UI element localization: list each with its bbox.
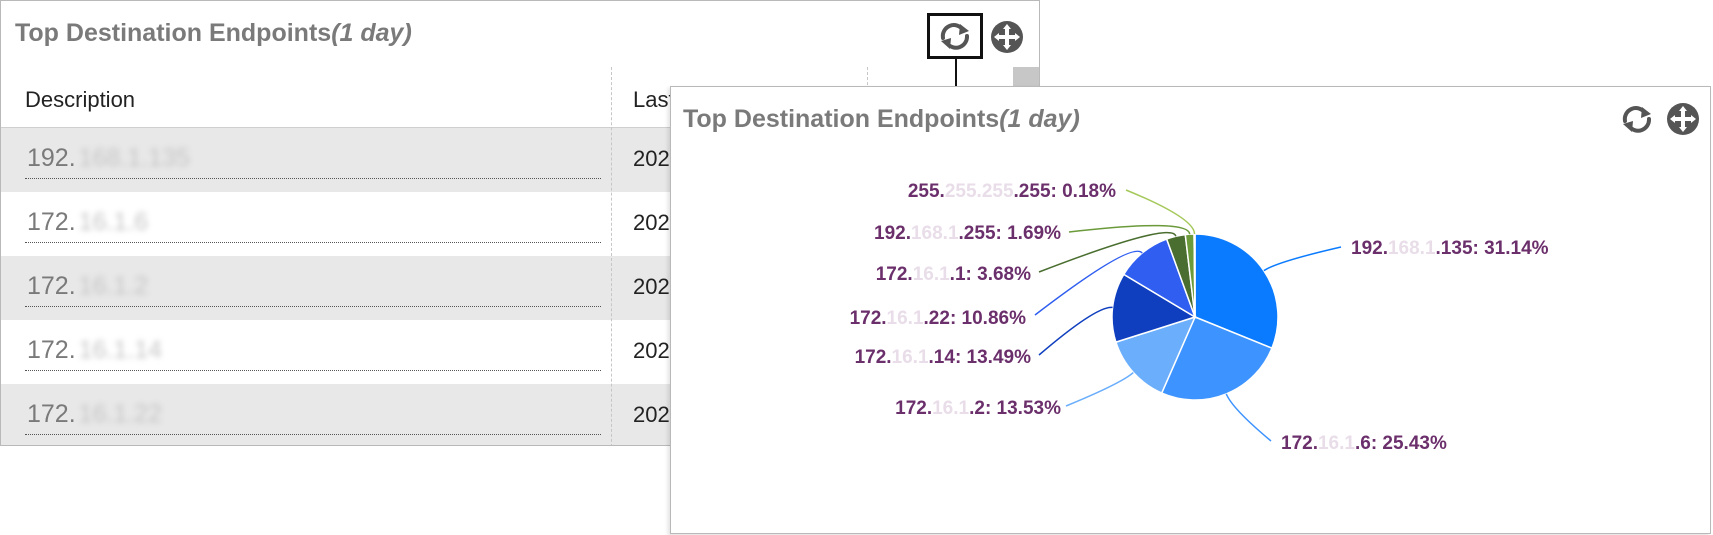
slice-label-prefix: 192. xyxy=(1351,238,1388,259)
ip-redacted: 16.1.14 xyxy=(78,336,163,364)
slice-label: 255.255.255.255: 0.18% xyxy=(908,181,1116,202)
slice-label-value: .22: 10.86% xyxy=(924,308,1027,329)
column-header-description[interactable]: Description xyxy=(25,87,136,112)
slice-label: 172.16.1.6: 25.43% xyxy=(1281,433,1447,454)
slice-label: 192.168.1.135: 31.14% xyxy=(1351,238,1549,259)
widget-title: Top Destination Endpoints(1 day) xyxy=(15,19,412,48)
ip-cell: 172. 16.1.6 xyxy=(27,208,148,237)
leader-line xyxy=(1034,250,1143,316)
ip-cell: 192. 168.1.135 xyxy=(27,144,190,173)
move-icon xyxy=(1667,103,1699,135)
widget-title-text: Top Destination Endpoints xyxy=(15,19,332,47)
ip-cell: 172. 16.1.22 xyxy=(27,400,162,429)
callout-connector xyxy=(955,58,957,88)
slice-label-value: .6: 25.43% xyxy=(1355,433,1447,454)
link-underline xyxy=(25,434,601,435)
link-underline xyxy=(25,242,601,243)
slice-label-prefix: 172. xyxy=(850,308,887,329)
toggle-view-button[interactable] xyxy=(1615,101,1659,137)
slice-label-value: .2: 13.53% xyxy=(969,398,1061,419)
link-underline xyxy=(25,178,601,179)
slice-label-prefix: 172. xyxy=(855,347,892,368)
leader-line xyxy=(1125,189,1196,235)
pie-slice[interactable] xyxy=(1193,233,1196,318)
table-row[interactable]: 172. 16.1.14 202 xyxy=(1,320,1039,384)
date-cell: 202 xyxy=(633,210,670,235)
leader-line xyxy=(1263,246,1342,272)
link-underline xyxy=(25,306,601,307)
slice-label-prefix: 172. xyxy=(876,264,913,285)
table-header: Description Last xyxy=(1,67,1039,128)
ip-cell: 172. 16.1.2 xyxy=(27,272,148,301)
slice-label: 172.16.1.1: 3.68% xyxy=(876,264,1031,285)
slice-label-redacted: 16.1 xyxy=(913,264,950,285)
leader-line xyxy=(1068,224,1191,235)
slice-label-redacted: 16.1 xyxy=(887,308,924,329)
date-cell: 202 xyxy=(633,402,670,427)
move-button[interactable] xyxy=(989,19,1025,55)
widget-period: (1 day) xyxy=(999,105,1080,133)
slice-label: 172.16.1.2: 13.53% xyxy=(895,398,1061,419)
slice-label-prefix: 192. xyxy=(874,223,911,244)
ip-cell: 172. 16.1.14 xyxy=(27,336,162,365)
ip-prefix: 192. xyxy=(27,144,76,172)
column-header-last[interactable]: Last xyxy=(633,87,675,112)
link-underline xyxy=(25,370,601,371)
ip-prefix: 172. xyxy=(27,272,76,300)
slice-label-redacted: 16.1 xyxy=(892,347,929,368)
leader-line xyxy=(1038,306,1113,356)
ip-redacted: 168.1.135 xyxy=(78,144,190,172)
slice-label-value: .255: 1.69% xyxy=(959,223,1062,244)
chart-table-toggle-icon xyxy=(1622,106,1651,133)
date-cell: 202 xyxy=(633,338,670,363)
slice-label-redacted: 16.1 xyxy=(932,398,969,419)
chart-table-toggle-icon xyxy=(940,23,969,50)
ip-prefix: 172. xyxy=(27,336,76,364)
leader-line xyxy=(1065,371,1134,407)
ip-redacted: 16.1.2 xyxy=(78,272,149,300)
slice-label-prefix: 255. xyxy=(908,181,945,202)
slice-label-redacted: 168.1 xyxy=(1388,238,1436,259)
ip-redacted: 16.1.6 xyxy=(78,208,149,236)
toggle-view-button[interactable] xyxy=(927,13,983,59)
slice-label: 192.168.1.255: 1.69% xyxy=(874,223,1061,244)
column-divider xyxy=(611,67,612,445)
slice-label-redacted: 255.255 xyxy=(945,181,1014,202)
leader-line xyxy=(1225,393,1272,442)
slice-label: 172.16.1.14: 13.49% xyxy=(855,347,1032,368)
slice-label-prefix: 172. xyxy=(1281,433,1318,454)
date-cell: 202 xyxy=(633,146,670,171)
slice-label: 172.16.1.22: 10.86% xyxy=(850,308,1027,329)
widget-title: Top Destination Endpoints(1 day) xyxy=(683,105,1080,134)
slice-label-redacted: 168.1 xyxy=(911,223,959,244)
slice-label-value: .1: 3.68% xyxy=(950,264,1031,285)
slice-label-value: .14: 13.49% xyxy=(929,347,1032,368)
move-icon xyxy=(991,21,1023,53)
table-row[interactable]: 172. 16.1.6 202 xyxy=(1,192,1039,256)
pie-chart-widget: Top Destination Endpoints(1 day) 192.168… xyxy=(670,86,1711,534)
leader-line xyxy=(1038,231,1177,273)
slice-label-prefix: 172. xyxy=(895,398,932,419)
slice-label-value: .255: 0.18% xyxy=(1014,181,1117,202)
pie-chart: 192.168.1.135: 31.14%172.16.1.6: 25.43%1… xyxy=(850,181,1549,454)
ip-redacted: 16.1.22 xyxy=(78,400,163,428)
date-cell: 202 xyxy=(633,274,670,299)
widget-title-text: Top Destination Endpoints xyxy=(683,105,1000,133)
move-button[interactable] xyxy=(1665,101,1701,137)
widget-period: (1 day) xyxy=(331,19,412,47)
slice-label-redacted: 16.1 xyxy=(1318,433,1355,454)
slice-label-value: .135: 31.14% xyxy=(1436,238,1549,259)
ip-prefix: 172. xyxy=(27,208,76,236)
ip-prefix: 172. xyxy=(27,400,76,428)
